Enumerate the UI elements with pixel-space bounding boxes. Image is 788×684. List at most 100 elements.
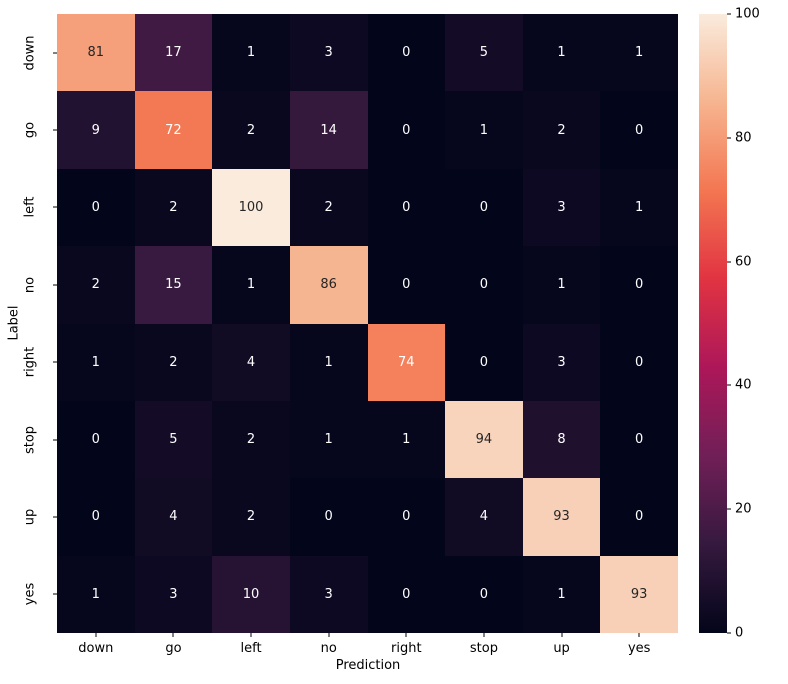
- heatmap-cell: 0: [600, 400, 678, 479]
- heatmap-cell: 93: [522, 478, 601, 556]
- heatmap-cell: 1: [57, 323, 135, 401]
- heatmap-cell: 0: [600, 323, 678, 401]
- heatmap-cell: 0: [600, 478, 678, 556]
- heatmap-cell: 81: [57, 14, 135, 92]
- heatmap-cell: 0: [367, 14, 446, 92]
- heatmap-cell: 9: [57, 91, 135, 169]
- heatmap-cell: 2: [522, 91, 601, 169]
- heatmap-cell: 1: [600, 14, 678, 92]
- x-axis-title: Prediction: [335, 658, 401, 673]
- y-tick-label: up: [22, 508, 38, 526]
- heatmap-cell: 1: [57, 555, 135, 633]
- colorbar-tick-label: 20: [735, 501, 752, 517]
- heatmap-cell: 1: [289, 400, 368, 479]
- heatmap-cell: 3: [289, 14, 368, 92]
- colorbar-tick-mark: [727, 261, 731, 263]
- heatmap-cell: 4: [212, 323, 290, 401]
- x-tick-mark: [561, 633, 563, 637]
- y-tick-mark: [53, 52, 57, 54]
- heatmap-cell: 1: [367, 400, 446, 479]
- y-tick-label: go: [22, 121, 38, 139]
- y-tick-label: yes: [22, 583, 38, 606]
- colorbar-tick-mark: [727, 13, 731, 15]
- heatmap-cell: 94: [445, 400, 523, 479]
- heatmap-cell: 1: [522, 555, 601, 633]
- heatmap-cell: 0: [445, 555, 523, 633]
- heatmap-cell: 5: [445, 14, 523, 92]
- heatmap-cell: 0: [367, 478, 446, 556]
- y-tick-label: right: [22, 346, 38, 378]
- heatmap-cell: 1: [600, 168, 678, 247]
- heatmap-cell: 3: [522, 323, 601, 401]
- heatmap-cell: 0: [367, 168, 446, 247]
- y-tick-mark: [53, 516, 57, 518]
- heatmap-cell: 1: [522, 246, 601, 324]
- colorbar-tick-label: 0: [735, 625, 744, 641]
- heatmap-cell: 74: [367, 323, 446, 401]
- heatmap-cell: 2: [134, 323, 213, 401]
- heatmap-cell: 2: [212, 478, 290, 556]
- heatmap-cell: 2: [289, 168, 368, 247]
- heatmap-cell: 0: [445, 323, 523, 401]
- colorbar-tick-label: 40: [735, 377, 752, 393]
- heatmap-cell: 100: [212, 168, 290, 247]
- heatmap-cell: 0: [445, 246, 523, 324]
- x-tick-mark: [405, 633, 407, 637]
- x-tick-mark: [95, 633, 97, 637]
- heatmap-cell: 0: [57, 168, 135, 247]
- heatmap-grid: 81 17 1 3 0 5 1 1 9 72 2 14 0 1 2 0 0 2 100 2 0 0 3 1 2 15 1 86 0 0 1 0…: [57, 14, 678, 633]
- heatmap-cell: 3: [134, 555, 213, 633]
- heatmap-cell: 93: [600, 555, 678, 633]
- heatmap-cell: 0: [57, 478, 135, 556]
- x-tick-mark: [328, 633, 330, 637]
- x-tick-label: yes: [627, 641, 651, 656]
- x-tick-label: up: [553, 641, 570, 656]
- heatmap-cell: 0: [367, 246, 446, 324]
- heatmap-cell: 17: [134, 14, 213, 92]
- y-axis-title: Label: [6, 305, 22, 341]
- heatmap-cell: 10: [212, 555, 290, 633]
- x-tick-label: stop: [469, 641, 498, 656]
- y-tick-mark: [53, 439, 57, 441]
- heatmap-cell: 0: [600, 246, 678, 324]
- x-tick-label: down: [78, 641, 114, 656]
- heatmap-cell: 8: [522, 400, 601, 479]
- colorbar-tick-label: 100: [735, 6, 760, 22]
- heatmap-cell: 1: [522, 14, 601, 92]
- y-tick-mark: [53, 129, 57, 131]
- colorbar-tick-label: 80: [735, 130, 752, 146]
- heatmap-cell: 0: [367, 91, 446, 169]
- x-tick-label: no: [320, 641, 337, 656]
- y-tick-label: stop: [22, 425, 38, 454]
- heatmap-cell: 0: [367, 555, 446, 633]
- y-tick-mark: [53, 284, 57, 286]
- y-tick-label: no: [22, 276, 38, 293]
- y-tick-mark: [53, 593, 57, 595]
- heatmap-cell: 4: [134, 478, 213, 556]
- colorbar: [699, 14, 727, 633]
- x-tick-label: go: [165, 641, 182, 656]
- x-tick-mark: [483, 633, 485, 637]
- heatmap-cell: 86: [289, 246, 368, 324]
- heatmap-cell: 14: [289, 91, 368, 169]
- heatmap-cell: 1: [212, 246, 290, 324]
- heatmap-cell: 0: [289, 478, 368, 556]
- heatmap-cell: 5: [134, 400, 213, 479]
- heatmap-cell: 0: [445, 168, 523, 247]
- heatmap-cell: 72: [134, 91, 213, 169]
- x-tick-label: right: [391, 641, 422, 656]
- y-tick-label: left: [22, 196, 38, 218]
- heatmap-cell: 2: [212, 400, 290, 479]
- colorbar-tick-label: 60: [735, 254, 752, 270]
- heatmap-cell: 4: [445, 478, 523, 556]
- heatmap-cell: 3: [289, 555, 368, 633]
- heatmap-cell: 2: [134, 168, 213, 247]
- heatmap-cell: 2: [212, 91, 290, 169]
- heatmap-cell: 1: [212, 14, 290, 92]
- colorbar-tick-mark: [727, 384, 731, 386]
- x-tick-mark: [172, 633, 174, 637]
- heatmap-cell: 2: [57, 246, 135, 324]
- y-tick-mark: [53, 361, 57, 363]
- x-tick-label: left: [240, 641, 262, 656]
